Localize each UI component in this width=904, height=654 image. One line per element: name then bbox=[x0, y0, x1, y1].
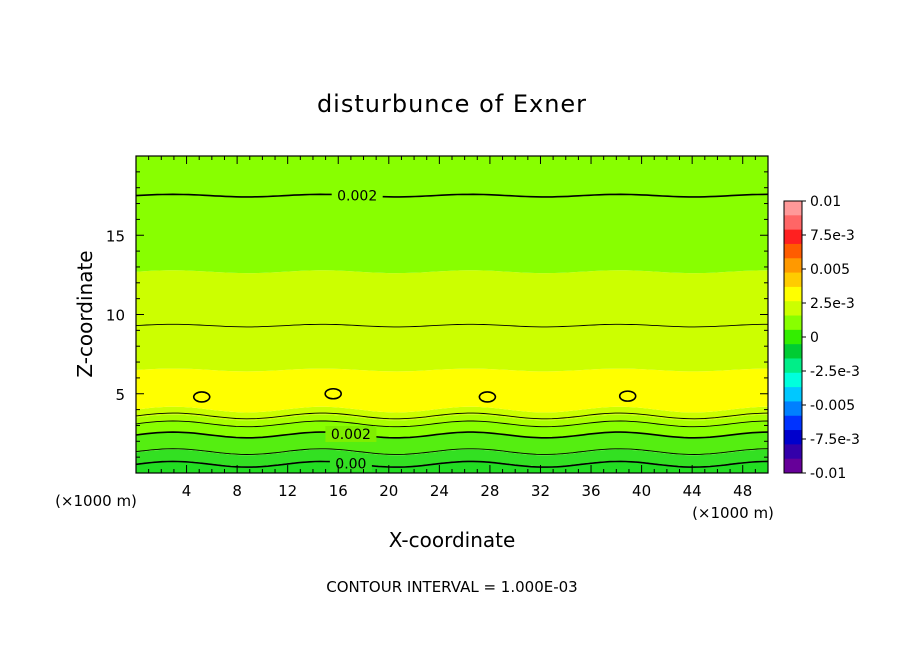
x-tick-label: 32 bbox=[531, 482, 550, 500]
colorbar-swatch bbox=[784, 329, 802, 345]
colorbar-swatch bbox=[784, 243, 802, 259]
colorbar-swatch bbox=[784, 229, 802, 245]
contour-line-3 bbox=[136, 420, 768, 428]
contour-line-4 bbox=[136, 412, 768, 420]
closed-contour-0 bbox=[192, 391, 211, 403]
x-tick-label: 48 bbox=[733, 482, 752, 500]
contour-band-8 bbox=[136, 156, 768, 274]
contour-label-0: 0.00 bbox=[335, 456, 366, 472]
contour-label-2: 0.002 bbox=[331, 427, 371, 443]
colorbar-swatch bbox=[784, 401, 802, 417]
colorbar-swatch bbox=[784, 358, 802, 374]
x-tick-label: 36 bbox=[581, 482, 600, 500]
contour-label-bg-6 bbox=[331, 187, 383, 204]
x-axis-ticks: 4 8 12 16 20 24 28 32 36 40 44 48 bbox=[148, 156, 756, 500]
colorbar-swatch bbox=[784, 272, 802, 288]
closed-contour-1 bbox=[324, 387, 342, 400]
colorbar-label: 0.01 bbox=[810, 194, 841, 210]
x-tick-label: 4 bbox=[182, 482, 192, 500]
y-tick-label: 5 bbox=[115, 386, 125, 404]
colorbar-swatch bbox=[784, 301, 802, 317]
colorbar-swatch bbox=[784, 315, 802, 331]
colorbar-swatch bbox=[784, 458, 802, 474]
x-tick-label: 28 bbox=[480, 482, 499, 500]
colorbar-swatch bbox=[784, 344, 802, 359]
colorbar-swatch bbox=[784, 258, 802, 274]
chart-title: disturbunce of Exner bbox=[317, 90, 587, 118]
contour-line-1 bbox=[136, 448, 768, 455]
colorbar-label: -2.5e-3 bbox=[810, 364, 860, 380]
colorbar bbox=[783, 200, 803, 474]
contour-label-bg-0 bbox=[329, 455, 372, 472]
contour-line-6 bbox=[136, 193, 768, 198]
contour-band-1 bbox=[136, 449, 768, 467]
closed-contour-2 bbox=[478, 391, 497, 403]
contour-label-bg-2 bbox=[325, 425, 377, 442]
x-tick-label: 20 bbox=[379, 482, 398, 500]
colorbar-swatch bbox=[784, 372, 802, 388]
contour-band-6 bbox=[136, 368, 768, 413]
colorbar-swatch bbox=[784, 286, 802, 302]
x-unit-right: (×1000 m) bbox=[692, 504, 774, 522]
y-tick-label: 15 bbox=[106, 227, 125, 245]
colorbar-swatch bbox=[784, 444, 802, 460]
x-axis-label: X-coordinate bbox=[389, 528, 516, 552]
colorbar-label: 7.5e-3 bbox=[810, 228, 855, 244]
colorbar-swatch bbox=[784, 415, 802, 431]
x-tick-label: 40 bbox=[632, 482, 651, 500]
colorbar-label: -7.5e-3 bbox=[810, 432, 860, 448]
colorbar-labels: 0.01 7.5e-3 0.005 2.5e-3 0 -2.5e-3 -0.005 -7.5e… bbox=[802, 194, 860, 482]
y-axis-ticks: 5 10 15 bbox=[106, 171, 768, 458]
colorbar-label: 0.005 bbox=[810, 262, 850, 278]
contour-line-2 bbox=[136, 431, 768, 439]
colorbar-label: 2.5e-3 bbox=[810, 296, 855, 312]
contour-labels: 0.00 0.002 0.002 bbox=[325, 187, 383, 472]
colorbar-swatch bbox=[784, 201, 802, 216]
colorbar-swatch bbox=[784, 387, 802, 402]
x-tick-label: 8 bbox=[232, 482, 242, 500]
contour-label-6: 0.002 bbox=[337, 189, 377, 205]
contour-line-0 bbox=[136, 460, 768, 468]
colorbar-label: -0.005 bbox=[810, 398, 855, 414]
x-tick-label: 24 bbox=[430, 482, 449, 500]
x-unit-left: (×1000 m) bbox=[55, 492, 137, 510]
contour-band-7 bbox=[136, 270, 768, 372]
colorbar-label: 0 bbox=[810, 330, 819, 346]
closed-contour-3 bbox=[618, 390, 637, 402]
x-tick-label: 44 bbox=[683, 482, 702, 500]
contour-lines bbox=[136, 193, 768, 468]
colorbar-swatch bbox=[784, 215, 802, 231]
colorbar-swatch bbox=[784, 430, 802, 445]
colorbar-label: -0.01 bbox=[810, 466, 846, 482]
contour-band-4 bbox=[136, 414, 768, 427]
x-tick-label: 12 bbox=[278, 482, 297, 500]
y-tick-label: 10 bbox=[106, 307, 125, 325]
x-tick-label: 16 bbox=[329, 482, 348, 500]
contour-interval-footer: CONTOUR INTERVAL = 1.000E-03 bbox=[326, 578, 577, 596]
y-axis-label: Z-coordinate bbox=[73, 250, 97, 377]
contour-line-5 bbox=[136, 323, 768, 328]
